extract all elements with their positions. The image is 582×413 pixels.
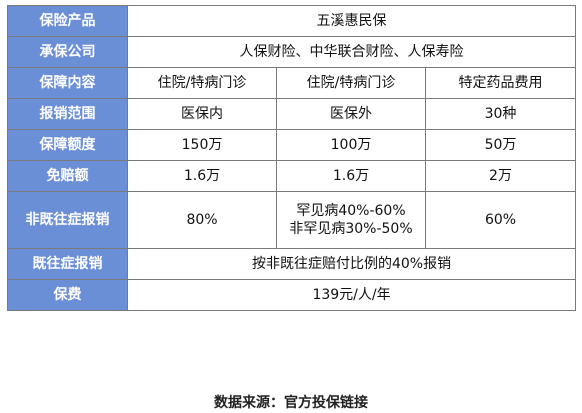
table-cell: 60% [424, 191, 577, 249]
table-cell: 2万 [424, 160, 577, 192]
table-cell: 139元/人/年 [126, 279, 577, 311]
table-cell: 住院/特病门诊 [276, 67, 426, 99]
table-cell: 150万 [127, 129, 277, 161]
row-label: 保障额度 [7, 129, 128, 161]
data-source-note: 数据来源：官方投保链接 [214, 395, 368, 411]
table-cell: 医保内 [127, 98, 277, 130]
row-insurer: 承保公司 人保财险、中华联合财险、人保寿险 [7, 36, 577, 68]
table-cell: 特定药品费用 [424, 67, 577, 99]
row-deductible: 免赔额 1.6万 1.6万 2万 [7, 160, 577, 192]
row-scope: 报销范围 医保内 医保外 30种 [7, 98, 577, 130]
table-cell: 医保外 [276, 98, 426, 130]
cell-line: 非罕见病30%-50% [289, 221, 413, 237]
row-limit: 保障额度 150万 100万 50万 [7, 129, 577, 161]
cell-line: 罕见病40%-60% [296, 203, 406, 219]
row-non-preexisting: 非既往症报销 80% 罕见病40%-60% 非罕见病30%-50% 60% [7, 191, 577, 249]
insurance-comparison-table: 保险产品 五溪惠民保 承保公司 人保财险、中华联合财险、人保寿险 保障内容 住院… [7, 5, 577, 311]
row-label: 保费 [7, 279, 128, 311]
row-label: 既往症报销 [7, 248, 128, 280]
table-cell: 住院/特病门诊 [127, 67, 277, 99]
row-product: 保险产品 五溪惠民保 [7, 5, 577, 37]
row-label: 保险产品 [7, 5, 128, 37]
row-premium: 保费 139元/人/年 [7, 279, 577, 311]
table-cell: 30种 [424, 98, 577, 130]
table-cell: 1.6万 [127, 160, 277, 192]
row-label: 非既往症报销 [7, 191, 128, 249]
table-cell: 100万 [276, 129, 426, 161]
table-cell-multiline: 罕见病40%-60% 非罕见病30%-50% [276, 191, 426, 249]
table-cell: 五溪惠民保 [126, 5, 577, 37]
table-cell: 80% [127, 191, 277, 249]
row-label: 保障内容 [7, 67, 128, 99]
row-label: 承保公司 [7, 36, 128, 68]
row-coverage: 保障内容 住院/特病门诊 住院/特病门诊 特定药品费用 [7, 67, 577, 99]
table-cell: 1.6万 [276, 160, 426, 192]
table-cell: 50万 [424, 129, 577, 161]
table-cell: 人保财险、中华联合财险、人保寿险 [126, 36, 577, 68]
row-preexisting: 既往症报销 按非既往症赔付比例的40%报销 [7, 248, 577, 280]
row-label: 免赔额 [7, 160, 128, 192]
row-label: 报销范围 [7, 98, 128, 130]
table-cell: 按非既往症赔付比例的40%报销 [126, 248, 577, 280]
insurance-table-wrapper: 保险产品 五溪惠民保 承保公司 人保财险、中华联合财险、人保寿险 保障内容 住院… [7, 5, 577, 311]
